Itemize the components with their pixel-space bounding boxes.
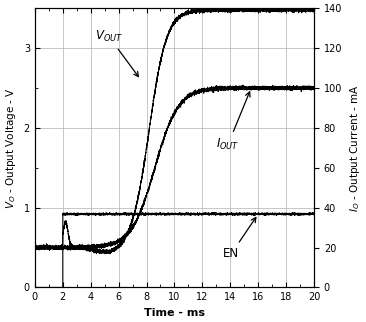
Y-axis label: $V_O$ - Output Voltage - V: $V_O$ - Output Voltage - V [4,87,18,209]
Text: EN: EN [223,217,256,260]
Text: $I_{OUT}$: $I_{OUT}$ [216,92,250,152]
Y-axis label: $I_O$ - Output Current - mA: $I_O$ - Output Current - mA [348,84,362,212]
X-axis label: Time - ms: Time - ms [144,308,205,318]
Text: $V_{OUT}$: $V_{OUT}$ [95,29,138,77]
